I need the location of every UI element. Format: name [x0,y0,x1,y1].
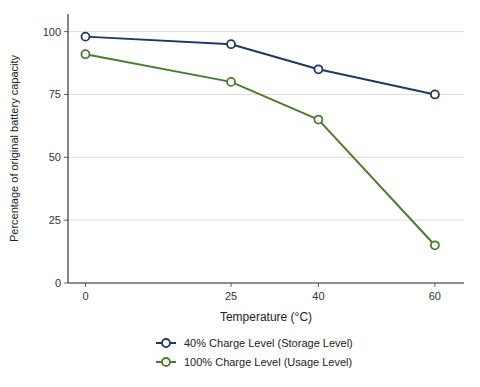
grid-line [68,94,464,95]
grid-line [68,283,464,284]
series-line [85,54,434,245]
data-point [227,40,235,48]
data-point [431,90,439,98]
tick-label: 100 [43,26,61,38]
tick-label: 75 [49,88,61,100]
grid-line [68,157,464,158]
y-axis-line [67,14,68,283]
legend-label: 40% Charge Level (Storage Level) [184,337,353,349]
series-line [85,37,434,95]
tick-label: 0 [82,290,88,302]
legend-label: 100% Charge Level (Usage Level) [184,356,352,368]
x-axis: 0 25 40 60 [82,283,441,302]
legend-marker [162,339,170,347]
tick-label: 50 [49,151,61,163]
y-axis: 0 25 50 75 100 [43,26,464,289]
legend-marker [162,358,170,366]
data-point [227,78,235,86]
y-axis-label: Percentage of original battery capacity [8,54,20,242]
data-point [314,116,322,124]
tick-label: 60 [429,290,441,302]
chart-container: 0 25 50 75 100 0 25 40 60 Temperature (°C) Percent… [0,0,480,387]
x-axis-label: Temperature (°C) [220,310,312,324]
x-axis-line [68,282,464,283]
tick-label: 40 [312,290,324,302]
chart-svg: 0 25 50 75 100 0 25 40 60 Temperature (°C) Percent… [0,0,480,387]
tick-label: 0 [55,277,61,289]
data-point [431,241,439,249]
tick-label: 25 [225,290,237,302]
plot-area [81,33,438,250]
legend: 40% Charge Level (Storage Level) 100% Cha… [156,337,353,368]
tick-label: 25 [49,214,61,226]
data-point [314,65,322,73]
data-point [81,50,89,58]
grid-line [68,31,464,32]
grid-line [68,220,464,221]
data-point [81,33,89,41]
